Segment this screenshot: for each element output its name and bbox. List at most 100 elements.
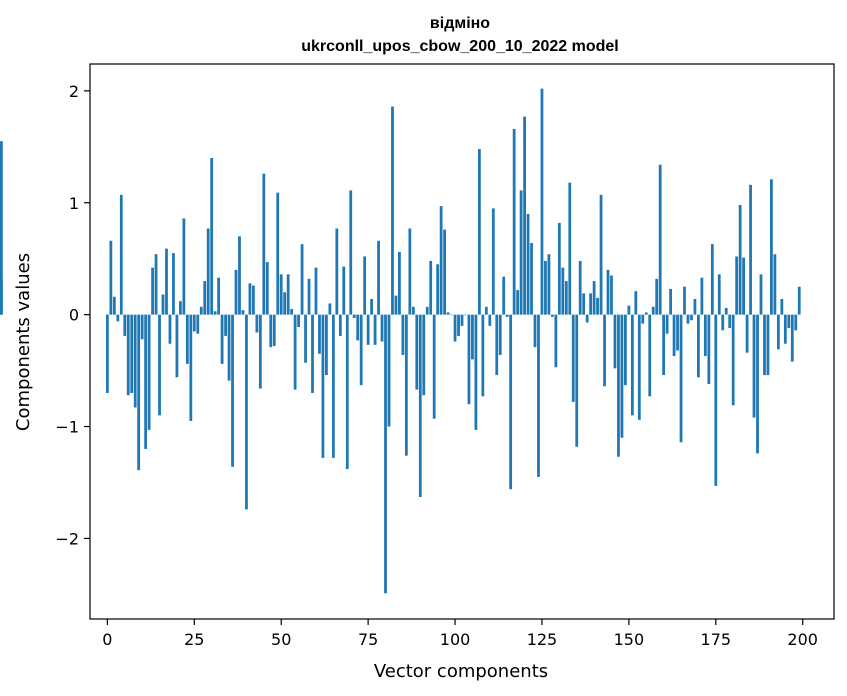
bar-series (0, 88, 801, 594)
bar-78 (377, 240, 380, 315)
bar-94 (432, 314, 436, 419)
bar-54 (293, 314, 297, 390)
bar-57 (304, 314, 307, 363)
bar-0 (105, 314, 109, 393)
bar-165 (679, 314, 683, 443)
y-tick-label: −2 (55, 529, 79, 548)
bar-154 (641, 314, 645, 324)
bar-97 (443, 229, 447, 315)
bar-62 (321, 314, 325, 458)
bar-162 (669, 288, 672, 315)
bar-157 (651, 306, 655, 315)
bar-142 (599, 194, 603, 315)
bar-51 (283, 292, 287, 315)
x-tick-label: 0 (102, 630, 112, 649)
bar-16 (161, 294, 165, 315)
bar-19 (172, 253, 175, 315)
bar-10 (140, 314, 144, 340)
bar-199 (797, 286, 801, 315)
bar-64 (328, 303, 332, 315)
bar-190 (766, 314, 770, 376)
bar-71 (352, 314, 356, 319)
bar-5 (123, 314, 127, 336)
bar-135 (575, 314, 579, 447)
bar-173 (707, 314, 711, 385)
y-axis-label: Components values (13, 253, 34, 431)
bar-129 (554, 314, 558, 368)
bar-82 (391, 106, 394, 315)
x-tick-label: 200 (787, 630, 818, 649)
bar-132 (564, 281, 568, 315)
bar-17 (165, 248, 168, 315)
bar-25 (192, 314, 196, 332)
bar-93 (429, 260, 433, 315)
bar-185 (749, 184, 752, 315)
bar-122 (530, 243, 533, 315)
bar-108 (481, 314, 485, 397)
bar-6 (126, 314, 130, 396)
bar-29 (206, 228, 210, 315)
bar-73 (359, 314, 363, 386)
bar-158 (655, 278, 659, 315)
bar-189 (763, 314, 766, 376)
bar-30 (210, 157, 214, 315)
plot-area-frame (89, 63, 835, 620)
bar-111 (491, 208, 495, 315)
bar-161 (665, 314, 669, 334)
bar-114 (502, 276, 506, 315)
bar-75 (366, 314, 370, 345)
bar-145 (610, 275, 613, 315)
bar-36 (231, 314, 234, 467)
bar-181 (735, 256, 739, 315)
bar-27 (199, 306, 203, 315)
bar-81 (387, 314, 391, 427)
bar-3 (116, 314, 120, 322)
bar-104 (467, 314, 471, 405)
bar-156 (648, 314, 652, 397)
bar-163 (672, 314, 676, 357)
bar-43 (255, 314, 259, 333)
bar-96 (439, 206, 443, 315)
bar-13 (151, 267, 154, 315)
bar-193 (776, 314, 780, 350)
x-tick-label: 100 (440, 630, 471, 649)
bar-95 (436, 264, 440, 315)
x-tick-label: 125 (527, 630, 558, 649)
y-axis-ticks: −2 −1 0 1 2 (55, 82, 90, 548)
bar-167 (686, 314, 690, 324)
bar-115 (505, 314, 509, 317)
bar-35 (227, 314, 231, 381)
bar-33 (220, 314, 224, 364)
bar-4 (119, 194, 123, 315)
bar-72 (356, 314, 360, 341)
bar-83 (394, 295, 398, 315)
bar-170 (697, 314, 700, 378)
bar-90 (418, 314, 422, 498)
bar-20 (175, 314, 179, 378)
bar-169 (693, 298, 697, 315)
bar-60 (314, 267, 318, 315)
bar-155 (644, 312, 648, 315)
bar-109 (484, 306, 488, 315)
bar-12 (147, 314, 151, 430)
bar-119 (519, 190, 523, 315)
bar-68 (342, 266, 346, 315)
bar-18 (168, 314, 172, 344)
bar-153 (637, 314, 641, 420)
bar-47 (269, 314, 273, 348)
y-tick-label: 0 (69, 306, 79, 325)
bar-123 (533, 314, 537, 348)
y-tick-label: −1 (55, 418, 79, 437)
bar-144 (606, 269, 610, 315)
bar-184 (745, 314, 749, 353)
bar-9 (137, 314, 141, 471)
bar-40 (245, 314, 248, 510)
bar-196 (787, 314, 791, 329)
bar-102 (460, 314, 464, 326)
y-tick-label: 1 (69, 194, 79, 213)
bar-91 (422, 314, 426, 396)
bar-41 (248, 283, 252, 315)
bar-130 (557, 222, 561, 315)
x-tick-label: 175 (701, 630, 732, 649)
bar-14 (154, 254, 158, 315)
